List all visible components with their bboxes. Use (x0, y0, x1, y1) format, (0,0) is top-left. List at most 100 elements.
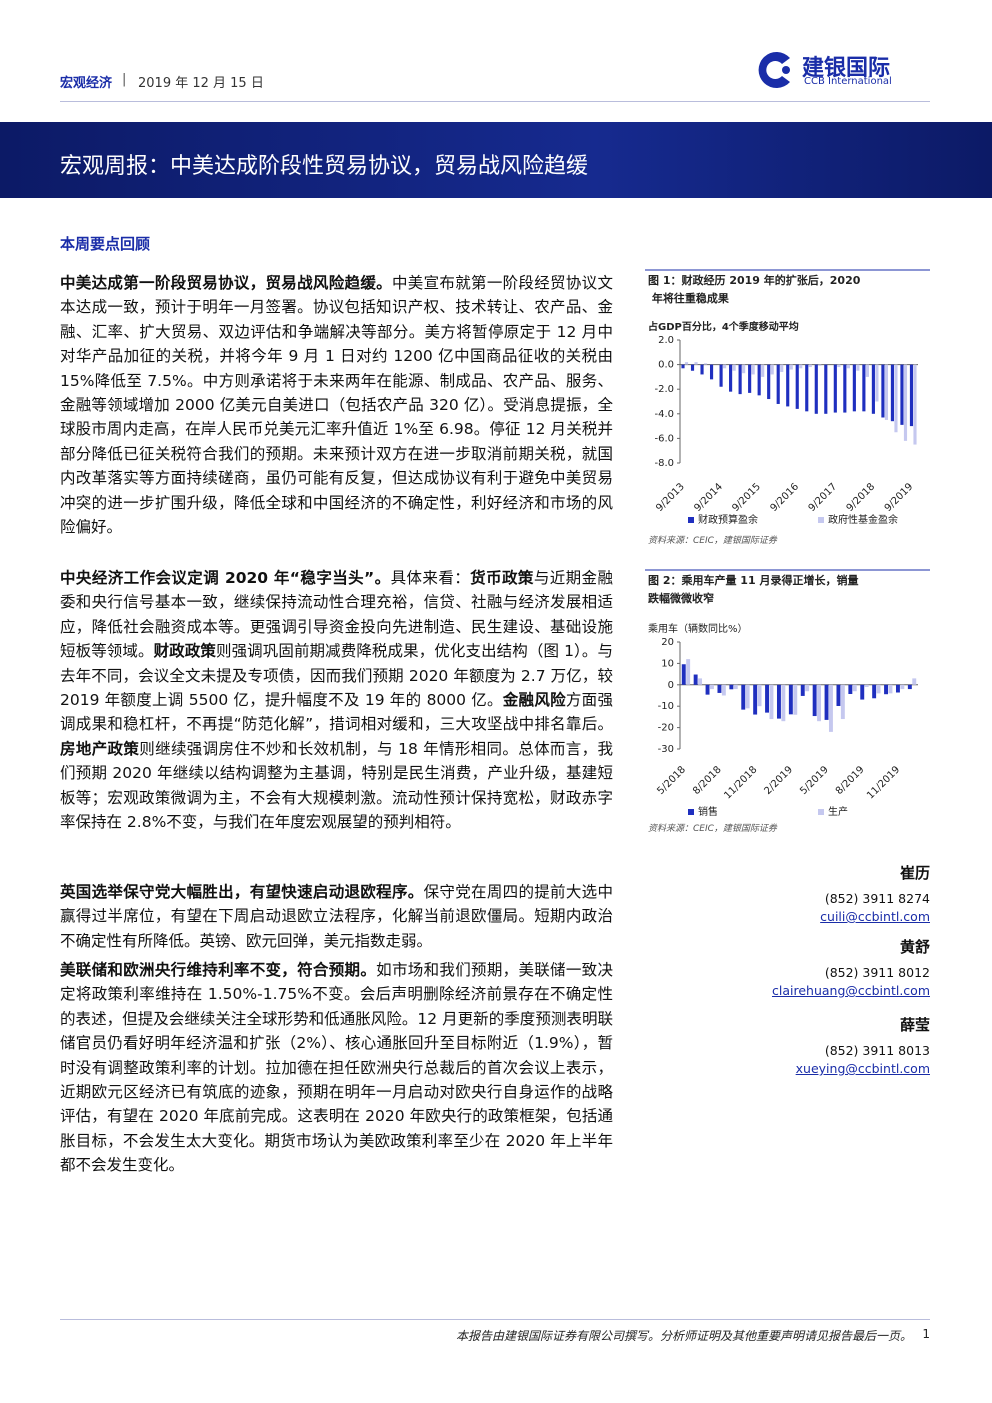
logo-icon (758, 52, 790, 88)
bar (900, 364, 904, 425)
section-label: 宏观经济 (60, 76, 113, 91)
section-heading: 本周要点回顾 (60, 235, 151, 253)
bar (800, 684, 805, 696)
bar (723, 364, 727, 369)
y-tick-label: 0 (668, 680, 674, 691)
bar (840, 684, 845, 720)
contact-name: 崔历 (899, 864, 930, 882)
y-tick-label: 0.0 (658, 360, 674, 371)
x-tick-label: 9/2013 (654, 481, 687, 514)
legend-label: 财政预算盈余 (698, 513, 758, 526)
x-tick-label: 11/2019 (865, 764, 902, 801)
x-tick-label: 9/2019 (883, 481, 916, 514)
bar (742, 364, 746, 374)
bar (808, 364, 812, 368)
bold-lead: 财政政策 (153, 642, 216, 661)
bar (780, 364, 784, 372)
x-tick-label: 9/2018 (845, 481, 878, 514)
x-tick-label: 2/2019 (763, 764, 796, 797)
y-axis-label: 乘用车（辆数同比%） (648, 622, 748, 635)
bar (751, 364, 755, 375)
paragraph: 英国选举保守党大幅胜出，有望快速启动退欧程序。保守党在周四的提前大选中赢得过半席… (60, 880, 613, 953)
bar (824, 684, 829, 720)
bar (799, 364, 803, 369)
x-tick-label: 8/2018 (691, 764, 724, 797)
x-tick-label: 9/2015 (730, 481, 763, 514)
figure-title: 图 1：财政经历 2019 年的扩张后，2020 年将往重稳成果 (648, 273, 861, 305)
contact-phone: (852) 3911 8274 (824, 891, 930, 906)
source: 资料来源：CEIC，建银国际证券 (648, 535, 778, 546)
bar (690, 364, 695, 371)
contact-email[interactable]: cuili@ccbintl.com (820, 909, 930, 924)
bar (805, 684, 810, 692)
bar (852, 364, 856, 412)
contact-name: 黄舒 (899, 938, 930, 956)
bar (907, 684, 912, 690)
y-tick-label: -8.0 (654, 458, 674, 469)
y-tick-label: 10 (661, 658, 674, 669)
y-tick-label: -10 (658, 701, 674, 712)
banner-title: 宏观周报：中美达成阶段性贸易协议，贸易战风险趋缓 (60, 154, 589, 179)
x-tick-label: 9/2016 (768, 481, 801, 514)
legend-swatch (688, 517, 694, 523)
text-run: 则继续强调房住不炒和长效机制，与 18 年情形相同。总体而言，我们预期 2020… (60, 739, 613, 832)
contact: 黄舒 (852) 3911 8012 clairehuang@ccbintl.com (772, 936, 930, 998)
bar (909, 364, 914, 427)
contact-phone: (852) 3911 8012 (824, 965, 930, 980)
bold-lead: 房地产政策 (60, 739, 140, 758)
x-tick-label: 8/2019 (834, 764, 867, 797)
bar (871, 364, 875, 414)
y-tick-label: -20 (658, 723, 674, 734)
figure-title-line: 年将往重稳成果 (648, 291, 729, 305)
contact-name: 薛莹 (899, 1016, 930, 1034)
bar (876, 684, 881, 694)
x-tick-label: 9/2017 (807, 481, 840, 514)
figure-title-line: 图 2：乘用车产量 11 月录得正增长，销量 (648, 573, 858, 587)
bar (681, 364, 685, 369)
bar (860, 684, 865, 700)
paragraph: 中美达成第一阶段贸易协议，贸易战风险趋缓。中美宣布就第一阶段经贸协议文本达成一致… (60, 271, 613, 539)
bar (709, 364, 714, 380)
bar (856, 364, 860, 371)
bar (757, 364, 761, 396)
bar (903, 364, 908, 441)
y-tick-label: 20 (661, 637, 674, 648)
contact-email[interactable]: clairehuang@ccbintl.com (771, 983, 930, 998)
bar (836, 684, 841, 706)
bar (881, 364, 885, 418)
bar (765, 684, 770, 713)
bar (872, 684, 877, 699)
separator: | (122, 72, 127, 87)
bar (733, 684, 738, 690)
contact-email[interactable]: xueying@ccbintl.com (795, 1061, 930, 1076)
bar (776, 364, 780, 404)
contact-phone: (852) 3911 8013 (824, 1043, 930, 1058)
bar (788, 684, 793, 715)
text-run: 保守党在周四的提前大选中赢得过半席位，有望在下周启动退欧立法程序，化解当前退欧僵… (60, 883, 613, 950)
legend-swatch (688, 809, 694, 815)
bar (793, 684, 798, 715)
bar (767, 364, 771, 400)
bar (781, 684, 786, 722)
legend-swatch (818, 809, 824, 815)
bar (837, 364, 841, 368)
bar (738, 364, 742, 395)
x-tick-label: 11/2018 (722, 764, 759, 801)
bar (884, 684, 889, 695)
legend-label: 销售 (698, 805, 718, 818)
bar (828, 684, 833, 732)
bar (769, 684, 774, 720)
bar (748, 364, 752, 393)
y-tick-label: -30 (658, 744, 674, 755)
bar (912, 678, 917, 685)
bar (693, 674, 698, 685)
bar (745, 684, 750, 709)
bar (698, 678, 703, 685)
bold-lead: 美联储和欧洲央行维持利率不变，符合预期。 (60, 961, 377, 979)
bold-lead: 中美达成第一阶段贸易协议，贸易战风险趋缓。 (60, 274, 392, 292)
x-tick-label: 9/2014 (692, 481, 725, 514)
figure-title: 图 2：乘用车产量 11 月录得正增长，销量跌幅微微收窄 (648, 573, 858, 605)
bar (700, 364, 704, 375)
bar (865, 364, 869, 377)
bar (729, 364, 733, 392)
